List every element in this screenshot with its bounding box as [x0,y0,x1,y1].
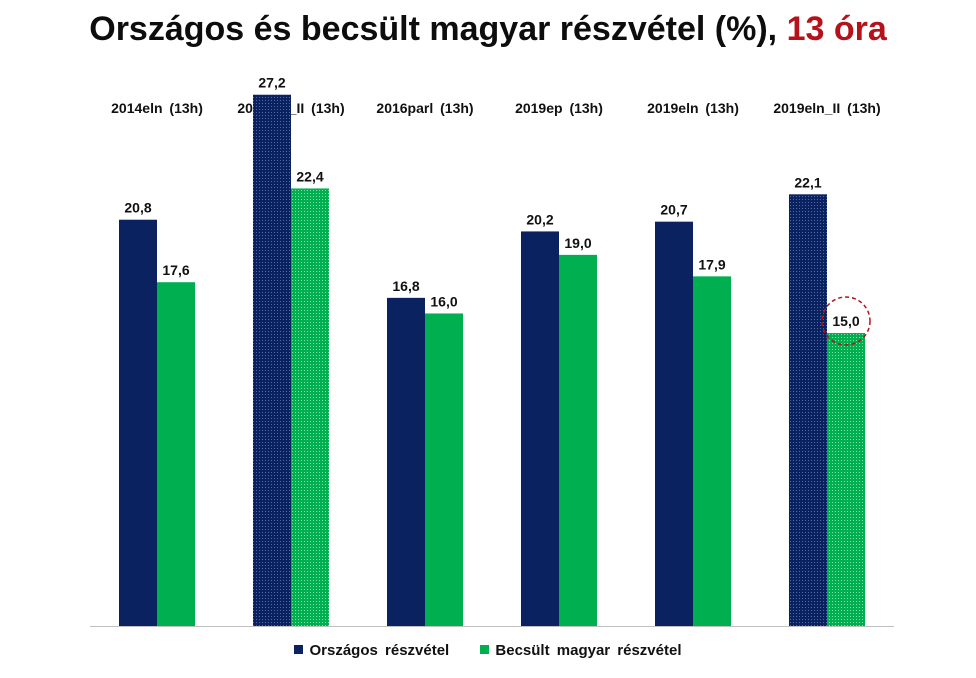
legend-label-national: Országos részvétel [309,642,450,659]
data-label: 16,8 [392,278,419,294]
data-label: 20,2 [526,211,553,227]
bar [291,188,329,626]
data-label: 19,0 [564,235,591,251]
bar [655,221,693,626]
data-label: 22,4 [296,168,323,184]
category-label: 2019eln_II (13h) [773,100,880,116]
data-label: 22,1 [794,174,821,190]
annotations [821,296,871,346]
chart-title-accent: 13 óra [786,10,887,48]
bar [425,313,463,626]
bars [119,94,865,626]
data-label: 15,0 [832,313,859,329]
bar [789,194,827,626]
bar [693,276,731,626]
highlight-circle [821,296,871,346]
data-label: 17,9 [698,256,725,272]
data-label: 20,8 [124,200,151,216]
legend-label-estimated: Becsült magyar részvétel [495,642,682,659]
chart-title-main: Országos és becsült magyar részvétel (%)… [89,10,778,48]
bar [521,231,559,626]
bar [157,282,195,626]
bar [827,333,865,626]
chart-title: Országos és becsült magyar részvétel (%)… [0,10,976,49]
legend-item-estimated: Becsült magyar részvétel [480,642,682,659]
data-label: 20,7 [660,202,687,218]
category-label: 2019eln (13h) [647,100,739,116]
bar [119,219,157,626]
category-label: 2019ep (13h) [515,100,603,116]
legend: Országos részvétel Becsült magyar részvé… [0,642,976,659]
legend-item-national: Országos részvétel [294,642,449,659]
bar [559,254,597,626]
category-labels: 2014eln (13h)2014eln_II (13h)2016parl (1… [111,100,881,116]
legend-swatch-estimated [480,645,490,654]
data-label: 27,2 [258,75,285,91]
data-label: 17,6 [162,262,189,278]
category-label: 2014eln (13h) [111,100,203,116]
legend-swatch-national [294,645,304,654]
bar [253,94,291,626]
data-label: 16,0 [430,293,457,309]
value-labels: 20,8 17,6 27,2 22,4 16,8 16,0 20,2 19,0 20,7 17,9… [124,75,859,329]
bar [387,297,425,626]
category-label: 2016parl (13h) [376,100,473,116]
